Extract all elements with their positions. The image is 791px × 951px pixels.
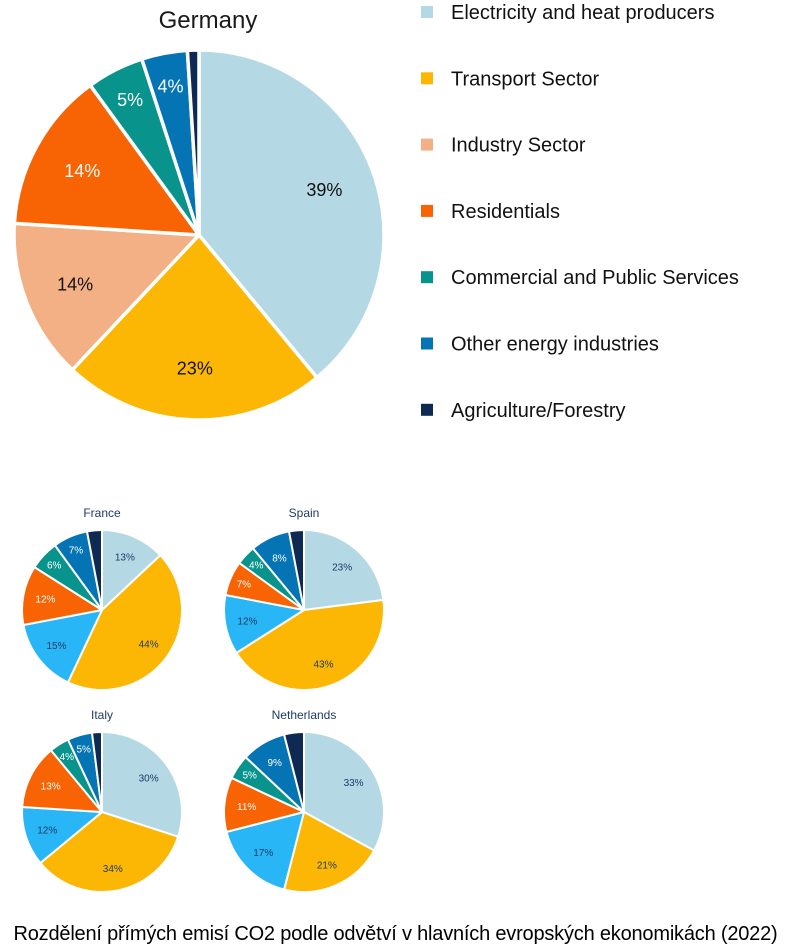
slice-label-france-4: 6%: [47, 561, 62, 572]
charts-svg: Germany39%23%14%14%5%4%France13%44%15%12…: [12, 2, 739, 893]
pie-chart-germany: Germany 39% 23% 14% 14% 5% 4%: [12, 7, 386, 422]
legend-swatch-electricity-and-heat-producers: [421, 6, 433, 18]
legend-swatch-agriculture-forestry: [421, 403, 433, 416]
chart-title-spain: Spain: [289, 506, 320, 520]
slice-label-germany-3: 14%: [64, 161, 100, 181]
slice-label-italy-2: 12%: [37, 825, 57, 836]
pie-slice-netherlands-1: [283, 811, 376, 893]
legend-label-agriculture-forestry: Agriculture/Forestry: [451, 400, 626, 422]
slice-label-france-1: 44%: [139, 639, 159, 650]
slice-label-spain-2: 12%: [237, 616, 257, 627]
pie-slice-germany-3: [12, 83, 201, 237]
pie-slice-netherlands-2: [225, 811, 305, 891]
legend-swatch-other-energy-industries: [421, 337, 433, 350]
legend-label-electricity-and-heat-producers: Electricity and heat producers: [451, 2, 714, 24]
slice-label-france-2: 15%: [46, 641, 66, 652]
slice-label-netherlands-5: 9%: [267, 758, 282, 769]
pie-slice-france-1: [66, 554, 183, 691]
slice-label-france-0: 13%: [115, 553, 135, 564]
legend-swatch-residentials: [421, 204, 433, 217]
slice-label-spain-4: 4%: [249, 561, 264, 572]
pie-slice-france-0: [101, 529, 162, 611]
slice-label-spain-1: 43%: [314, 660, 334, 671]
slice-label-spain-5: 8%: [272, 553, 287, 564]
legend-label-transport-sector: Transport Sector: [451, 68, 600, 90]
slice-label-italy-1: 34%: [103, 864, 123, 875]
slice-label-germany-0: 39%: [306, 180, 342, 200]
pie-slice-france-3: [21, 566, 103, 626]
pie-slice-italy-6: [90, 730, 103, 813]
slice-label-italy-3: 13%: [41, 781, 61, 792]
pie-slice-spain-6: [288, 529, 305, 611]
slice-label-germany-1: 23%: [177, 358, 213, 378]
pie-slice-germany-1: [70, 233, 319, 422]
slice-label-germany-2: 14%: [57, 274, 93, 294]
pie-slice-italy-0: [101, 731, 183, 838]
slice-label-germany-4: 5%: [117, 90, 143, 110]
slice-label-netherlands-3: 11%: [237, 802, 256, 813]
chart-title-italy: Italy: [91, 708, 113, 722]
pie-chart-italy: Italy 30% 34% 12% 13% 4%5%: [21, 708, 183, 893]
chart-title-france: France: [83, 506, 121, 520]
pie-slice-italy-2: [21, 805, 103, 864]
pie-slice-germany-6: [185, 48, 201, 237]
legend: Electricity and heat producers Transport …: [421, 2, 739, 422]
slice-label-spain-3: 7%: [237, 579, 252, 590]
slice-label-netherlands-1: 21%: [317, 860, 337, 871]
pie-slice-spain-2: [223, 594, 305, 654]
pie-chart-netherlands: Netherlands 33% 21% 17% 11% 5% 9%: [222, 708, 385, 893]
chart-title-netherlands: Netherlands: [272, 708, 337, 722]
slice-label-france-3: 12%: [35, 595, 55, 606]
slice-label-italy-4: 4%: [60, 752, 75, 763]
pie-slice-france-2: [22, 609, 103, 684]
pie-slice-spain-0: [303, 529, 385, 611]
legend-swatch-transport-sector: [421, 72, 433, 85]
slice-label-netherlands-4: 5%: [243, 771, 258, 782]
pie-slice-germany-2: [12, 221, 201, 372]
chart-title-germany: Germany: [159, 7, 258, 34]
slice-label-france-5: 7%: [69, 545, 84, 556]
slice-label-germany-5: 4%: [158, 76, 184, 96]
slice-label-spain-0: 23%: [332, 562, 352, 573]
pie-chart-spain: Spain 23% 43% 12% 7% 4% 8%: [223, 506, 385, 692]
pie-slice-italy-3: [21, 749, 103, 813]
pie-slice-italy-1: [39, 811, 180, 893]
pie-chart-france: France 13% 44% 15% 12% 6% 7%: [21, 506, 183, 691]
pie-slice-germany-0: [197, 48, 386, 380]
slice-label-netherlands-0: 33%: [344, 778, 364, 789]
slice-label-italy-5: 5%: [76, 745, 91, 756]
legend-label-other-energy-industries: Other energy industries: [451, 334, 659, 356]
pie-slice-spain-1: [235, 598, 385, 692]
legend-label-residentials: Residentials: [451, 201, 560, 223]
legend-swatch-commercial-and-public-services: [421, 271, 433, 284]
slice-label-netherlands-2: 17%: [253, 848, 273, 859]
legend-label-industry-sector: Industry Sector: [451, 135, 586, 157]
pie-slice-netherlands-6: [283, 730, 305, 813]
legend-swatch-industry-sector: [421, 138, 433, 151]
figure-caption: Rozdělení přímých emisí CO2 podle odvětv…: [13, 923, 778, 945]
pie-slice-france-6: [86, 529, 103, 611]
pie-slice-netherlands-0: [303, 731, 385, 852]
legend-label-commercial-and-public-services: Commercial and Public Services: [451, 267, 739, 289]
slice-label-italy-0: 30%: [139, 774, 159, 785]
